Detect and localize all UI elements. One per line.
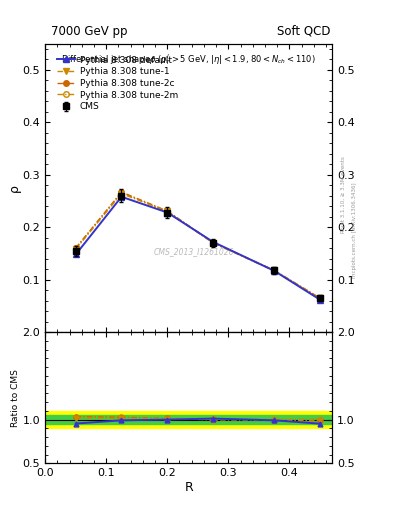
Pythia 8.308 tune-2m (73, 245, 78, 251)
Pythia 8.308 tune-1 (73, 246, 78, 252)
Text: 7000 GeV pp: 7000 GeV pp (51, 25, 128, 37)
Pythia 8.308 tune-2c (73, 245, 78, 251)
Text: Rivet 3.1.10, ≥ 3.3M events: Rivet 3.1.10, ≥ 3.3M events (341, 156, 346, 233)
Pythia 8.308 default (165, 209, 170, 216)
Pythia 8.308 tune-1 (318, 295, 322, 301)
Pythia 8.308 tune-2m (211, 240, 215, 246)
Pythia 8.308 tune-1 (211, 240, 215, 246)
Pythia 8.308 tune-2m (318, 295, 322, 302)
Pythia 8.308 tune-2m (119, 189, 124, 196)
Line: Pythia 8.308 tune-2c: Pythia 8.308 tune-2c (73, 189, 323, 301)
Pythia 8.308 tune-1 (272, 267, 276, 273)
Pythia 8.308 tune-1 (119, 190, 124, 197)
Pythia 8.308 tune-2c (211, 239, 215, 245)
Text: mcplots.cern.ch [arXiv:1306.3436]: mcplots.cern.ch [arXiv:1306.3436] (352, 183, 357, 278)
Text: Differential jet shape$\rho$ ($p^{l}_{T}$$>$5 GeV, $|\eta|$$<$1.9, 80$<$$N_{ch}$: Differential jet shape$\rho$ ($p^{l}_{T}… (61, 52, 316, 67)
Y-axis label: Ratio to CMS: Ratio to CMS (11, 369, 20, 426)
Line: Pythia 8.308 tune-2m: Pythia 8.308 tune-2m (73, 190, 323, 302)
Pythia 8.308 tune-2c (119, 189, 124, 195)
Pythia 8.308 tune-2c (165, 208, 170, 214)
X-axis label: R: R (184, 481, 193, 494)
Pythia 8.308 tune-2m (165, 208, 170, 215)
Legend: Pythia 8.308 default, Pythia 8.308 tune-1, Pythia 8.308 tune-2c, Pythia 8.308 tu: Pythia 8.308 default, Pythia 8.308 tune-… (55, 54, 180, 113)
Y-axis label: ρ: ρ (8, 184, 21, 192)
Pythia 8.308 default (272, 268, 276, 274)
Pythia 8.308 tune-1 (165, 208, 170, 215)
Text: Soft QCD: Soft QCD (277, 25, 330, 37)
Pythia 8.308 tune-2c (318, 295, 322, 301)
Line: Pythia 8.308 default: Pythia 8.308 default (73, 194, 323, 303)
Pythia 8.308 default (119, 194, 124, 200)
Pythia 8.308 tune-2m (272, 268, 276, 274)
Pythia 8.308 default (318, 296, 322, 303)
Text: CMS_2013_I1261026: CMS_2013_I1261026 (154, 247, 235, 256)
Pythia 8.308 default (211, 239, 215, 245)
Pythia 8.308 default (73, 251, 78, 258)
Line: Pythia 8.308 tune-1: Pythia 8.308 tune-1 (73, 191, 323, 301)
Pythia 8.308 tune-2c (272, 267, 276, 273)
